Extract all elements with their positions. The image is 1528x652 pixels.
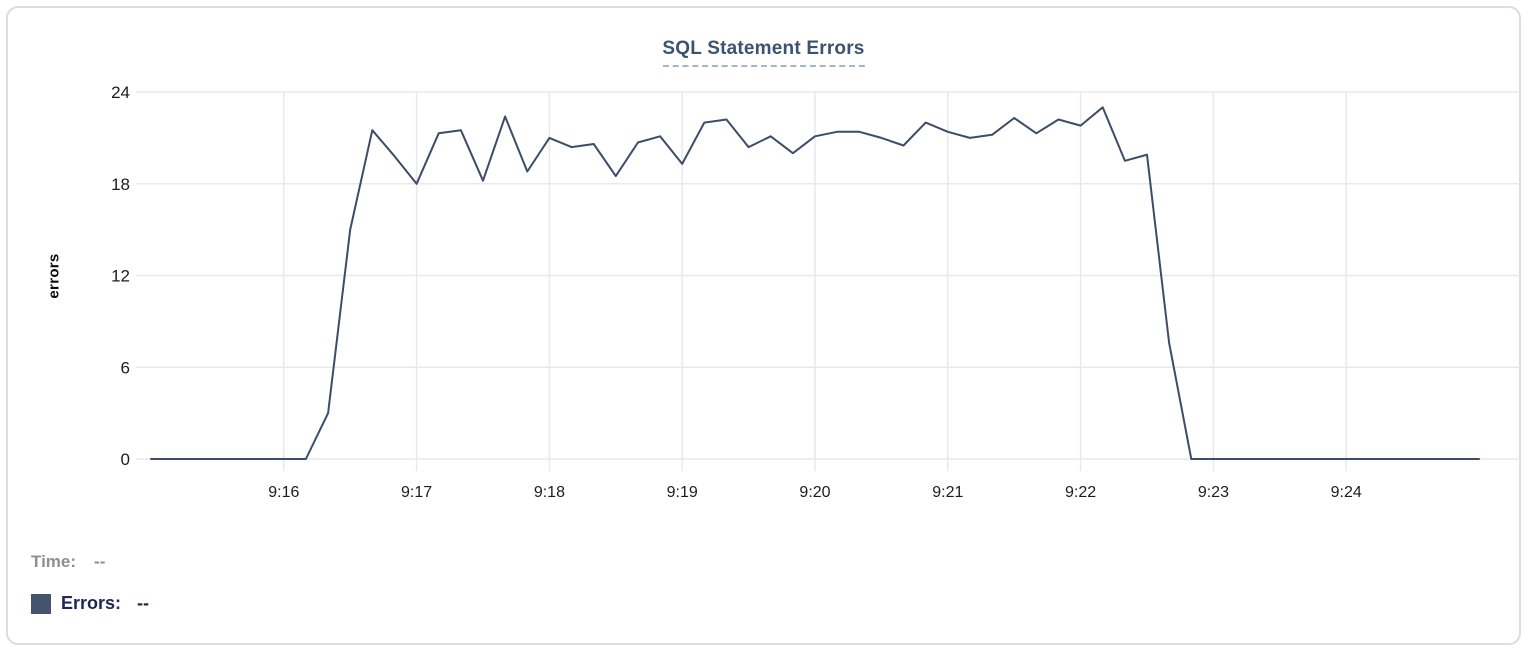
errors-series-line — [150, 106, 1480, 460]
svg-text:9:23: 9:23 — [1198, 484, 1229, 501]
svg-text:24: 24 — [111, 83, 130, 102]
svg-text:9:17: 9:17 — [401, 484, 432, 501]
axis-tick-labels: 9:16 9:17 9:18 9:19 9:20 9:21 9:22 9:23 9:24 0 6 12… — [111, 83, 1362, 501]
svg-text:9:21: 9:21 — [932, 484, 963, 501]
grid-lines — [136, 91, 1520, 471]
svg-text:9:24: 9:24 — [1331, 484, 1362, 501]
legend-item-errors[interactable]: Errors: -- — [31, 593, 149, 614]
svg-text:0: 0 — [121, 450, 130, 469]
panel-title[interactable]: SQL Statement Errors — [662, 38, 865, 67]
y-axis-title: errors — [45, 253, 63, 299]
time-readout-value: -- — [94, 552, 106, 571]
svg-text:6: 6 — [121, 358, 130, 377]
sql-errors-panel: SQL Statement Errors 9:16 9:17 9:18 9:19 9:2… — [6, 6, 1521, 645]
svg-text:9:16: 9:16 — [268, 484, 299, 501]
errors-readout-label: Errors: — [61, 593, 122, 613]
svg-text:9:20: 9:20 — [799, 484, 830, 501]
svg-text:9:19: 9:19 — [667, 484, 698, 501]
errors-series-swatch-icon — [31, 593, 51, 614]
svg-text:9:22: 9:22 — [1065, 484, 1096, 501]
svg-text:18: 18 — [111, 175, 130, 194]
errors-line-chart[interactable]: 9:16 9:17 9:18 9:19 9:20 9:21 9:22 9:23 9:24 0 6 12… — [8, 8, 1528, 652]
errors-readout-value: -- — [137, 593, 150, 613]
svg-text:9:18: 9:18 — [534, 484, 565, 501]
svg-text:12: 12 — [111, 267, 130, 286]
readout-time-row: Time: -- — [31, 552, 105, 572]
time-readout-label: Time: — [31, 552, 77, 571]
